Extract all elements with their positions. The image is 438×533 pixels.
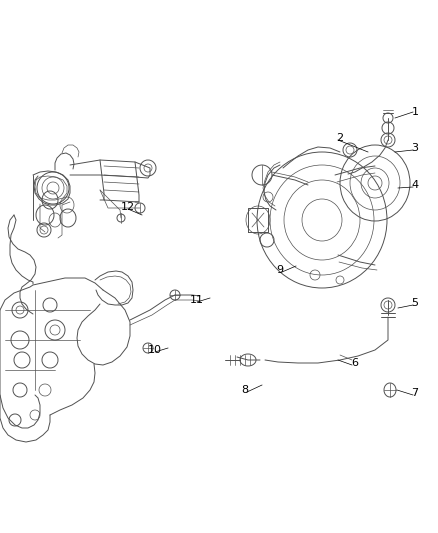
Text: 8: 8 xyxy=(241,385,248,395)
Text: 1: 1 xyxy=(411,107,418,117)
Text: 3: 3 xyxy=(411,143,418,153)
Text: 2: 2 xyxy=(336,133,343,143)
Text: 4: 4 xyxy=(411,180,419,190)
Text: 10: 10 xyxy=(148,345,162,355)
Text: 6: 6 xyxy=(352,358,358,368)
Text: 12: 12 xyxy=(121,202,135,212)
Text: 11: 11 xyxy=(190,295,204,305)
Text: 7: 7 xyxy=(411,388,419,398)
Text: 5: 5 xyxy=(411,298,418,308)
Text: 9: 9 xyxy=(276,265,283,275)
